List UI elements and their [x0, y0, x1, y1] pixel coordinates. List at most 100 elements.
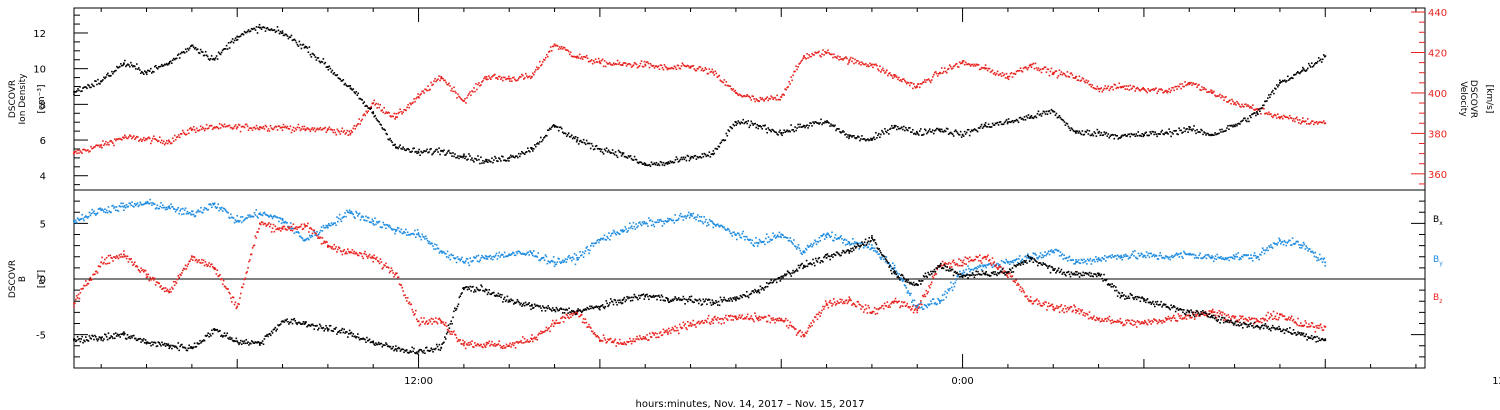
by-series-sample — [340, 220, 343, 223]
velocity-series-sample — [1307, 122, 1310, 125]
by-series-sample — [387, 225, 390, 228]
density-series-sample — [171, 59, 174, 62]
by-series-sample — [374, 217, 376, 219]
by-series-sample — [403, 230, 405, 233]
by-series-sample — [366, 219, 368, 222]
velocity-series-sample — [1255, 108, 1257, 111]
density-series-sample — [578, 140, 581, 143]
density-series-sample — [358, 97, 361, 100]
by-series-sample — [105, 209, 108, 212]
velocity-series-sample — [1199, 88, 1201, 91]
by-series-sample — [1274, 243, 1277, 245]
density-series-sample — [344, 82, 347, 85]
density-series-sample — [1188, 125, 1190, 128]
density-series-sample — [806, 124, 808, 126]
by-series-point — [73, 220, 75, 223]
bz-series-sample — [667, 333, 669, 336]
density-series-sample — [414, 151, 416, 153]
velocity-series-sample — [1247, 104, 1249, 106]
density-series-sample — [354, 92, 357, 95]
bz-series-sample — [147, 273, 150, 276]
bz-series-sample — [437, 318, 440, 320]
by-series-sample — [881, 256, 883, 259]
density-series-sample — [307, 51, 310, 53]
by-series-sample — [793, 239, 795, 241]
density-series-sample — [1261, 107, 1263, 109]
density-series-sample — [912, 133, 915, 135]
by-series-sample — [86, 217, 89, 219]
by-series-sample — [1116, 254, 1119, 256]
velocity-series-sample — [751, 95, 754, 97]
velocity-series-sample — [664, 65, 667, 68]
density-series-sample — [679, 158, 682, 161]
bz-series-sample — [675, 329, 677, 332]
by-series-sample — [118, 205, 121, 207]
by-series-sample — [1027, 253, 1029, 255]
velocity-series-sample — [708, 68, 711, 70]
density-series-sample — [1179, 129, 1181, 132]
by-series-sample — [876, 250, 879, 253]
bz-series-sample — [447, 329, 450, 331]
velocity-series-sample — [362, 114, 365, 117]
velocity-series-sample — [685, 65, 688, 68]
bz-series-sample — [525, 340, 528, 343]
density-series-sample — [539, 136, 542, 139]
density-series-sample — [326, 66, 329, 68]
density-series-sample — [474, 157, 476, 160]
density-series-sample — [188, 47, 191, 49]
velocity-series-sample — [373, 99, 376, 102]
bz-series-sample — [549, 330, 551, 333]
by-series-sample — [1275, 243, 1278, 245]
by-series-sample — [1277, 241, 1279, 244]
velocity-series-sample — [1036, 69, 1039, 71]
by-series-sample — [692, 212, 695, 215]
by-series-sample — [401, 232, 404, 235]
bz-series-sample — [528, 341, 530, 343]
density-series-sample — [616, 156, 619, 159]
density-series-sample — [413, 147, 415, 149]
by-series-sample — [77, 218, 80, 221]
by-series-sample — [131, 201, 133, 203]
by-series-sample — [1219, 257, 1221, 260]
by-series-sample — [1080, 258, 1083, 261]
velocity-series-sample — [1266, 112, 1268, 115]
density-series-sample — [246, 30, 249, 33]
velocity-series-sample — [747, 95, 750, 98]
velocity-series-sample — [1157, 90, 1159, 92]
by-series-sample — [173, 208, 176, 211]
density-series-sample — [201, 51, 204, 53]
velocity-series-sample — [629, 63, 632, 66]
by-series-sample — [757, 241, 760, 244]
velocity-series-sample — [1245, 103, 1247, 106]
density-series-sample — [1067, 125, 1070, 128]
bz-series-sample — [80, 288, 83, 290]
by-series-sample — [581, 251, 584, 253]
density-series-sample — [85, 86, 87, 88]
velocity-series-sample — [606, 63, 609, 65]
velocity-series-sample — [228, 124, 231, 127]
by-series-sample — [596, 240, 598, 242]
bz-series-sample — [626, 340, 628, 343]
density-series-sample — [448, 149, 450, 152]
density-series-sample — [555, 126, 558, 128]
density-series-sample — [688, 159, 691, 162]
bz-series-sample — [245, 272, 248, 274]
by-series-sample — [1003, 261, 1006, 264]
density-series-sample — [372, 111, 375, 113]
velocity-series-sample — [795, 65, 797, 68]
bz-series-sample — [563, 316, 566, 319]
density-series-sample — [399, 144, 401, 147]
by-series-sample — [604, 238, 607, 241]
velocity-series-sample — [1044, 66, 1047, 69]
by-series-sample — [894, 273, 897, 275]
density-series-sample — [1294, 73, 1297, 76]
density-series-sample — [736, 122, 739, 125]
density-series-sample — [388, 138, 390, 141]
bz-series-sample — [493, 344, 495, 347]
velocity-series-sample — [1304, 120, 1307, 122]
velocity-series-sample — [712, 71, 715, 73]
bz-series-sample — [636, 335, 638, 338]
bz-series-sample — [681, 327, 684, 329]
velocity-series-sample — [999, 73, 1002, 75]
velocity-series-sample — [1319, 121, 1322, 123]
